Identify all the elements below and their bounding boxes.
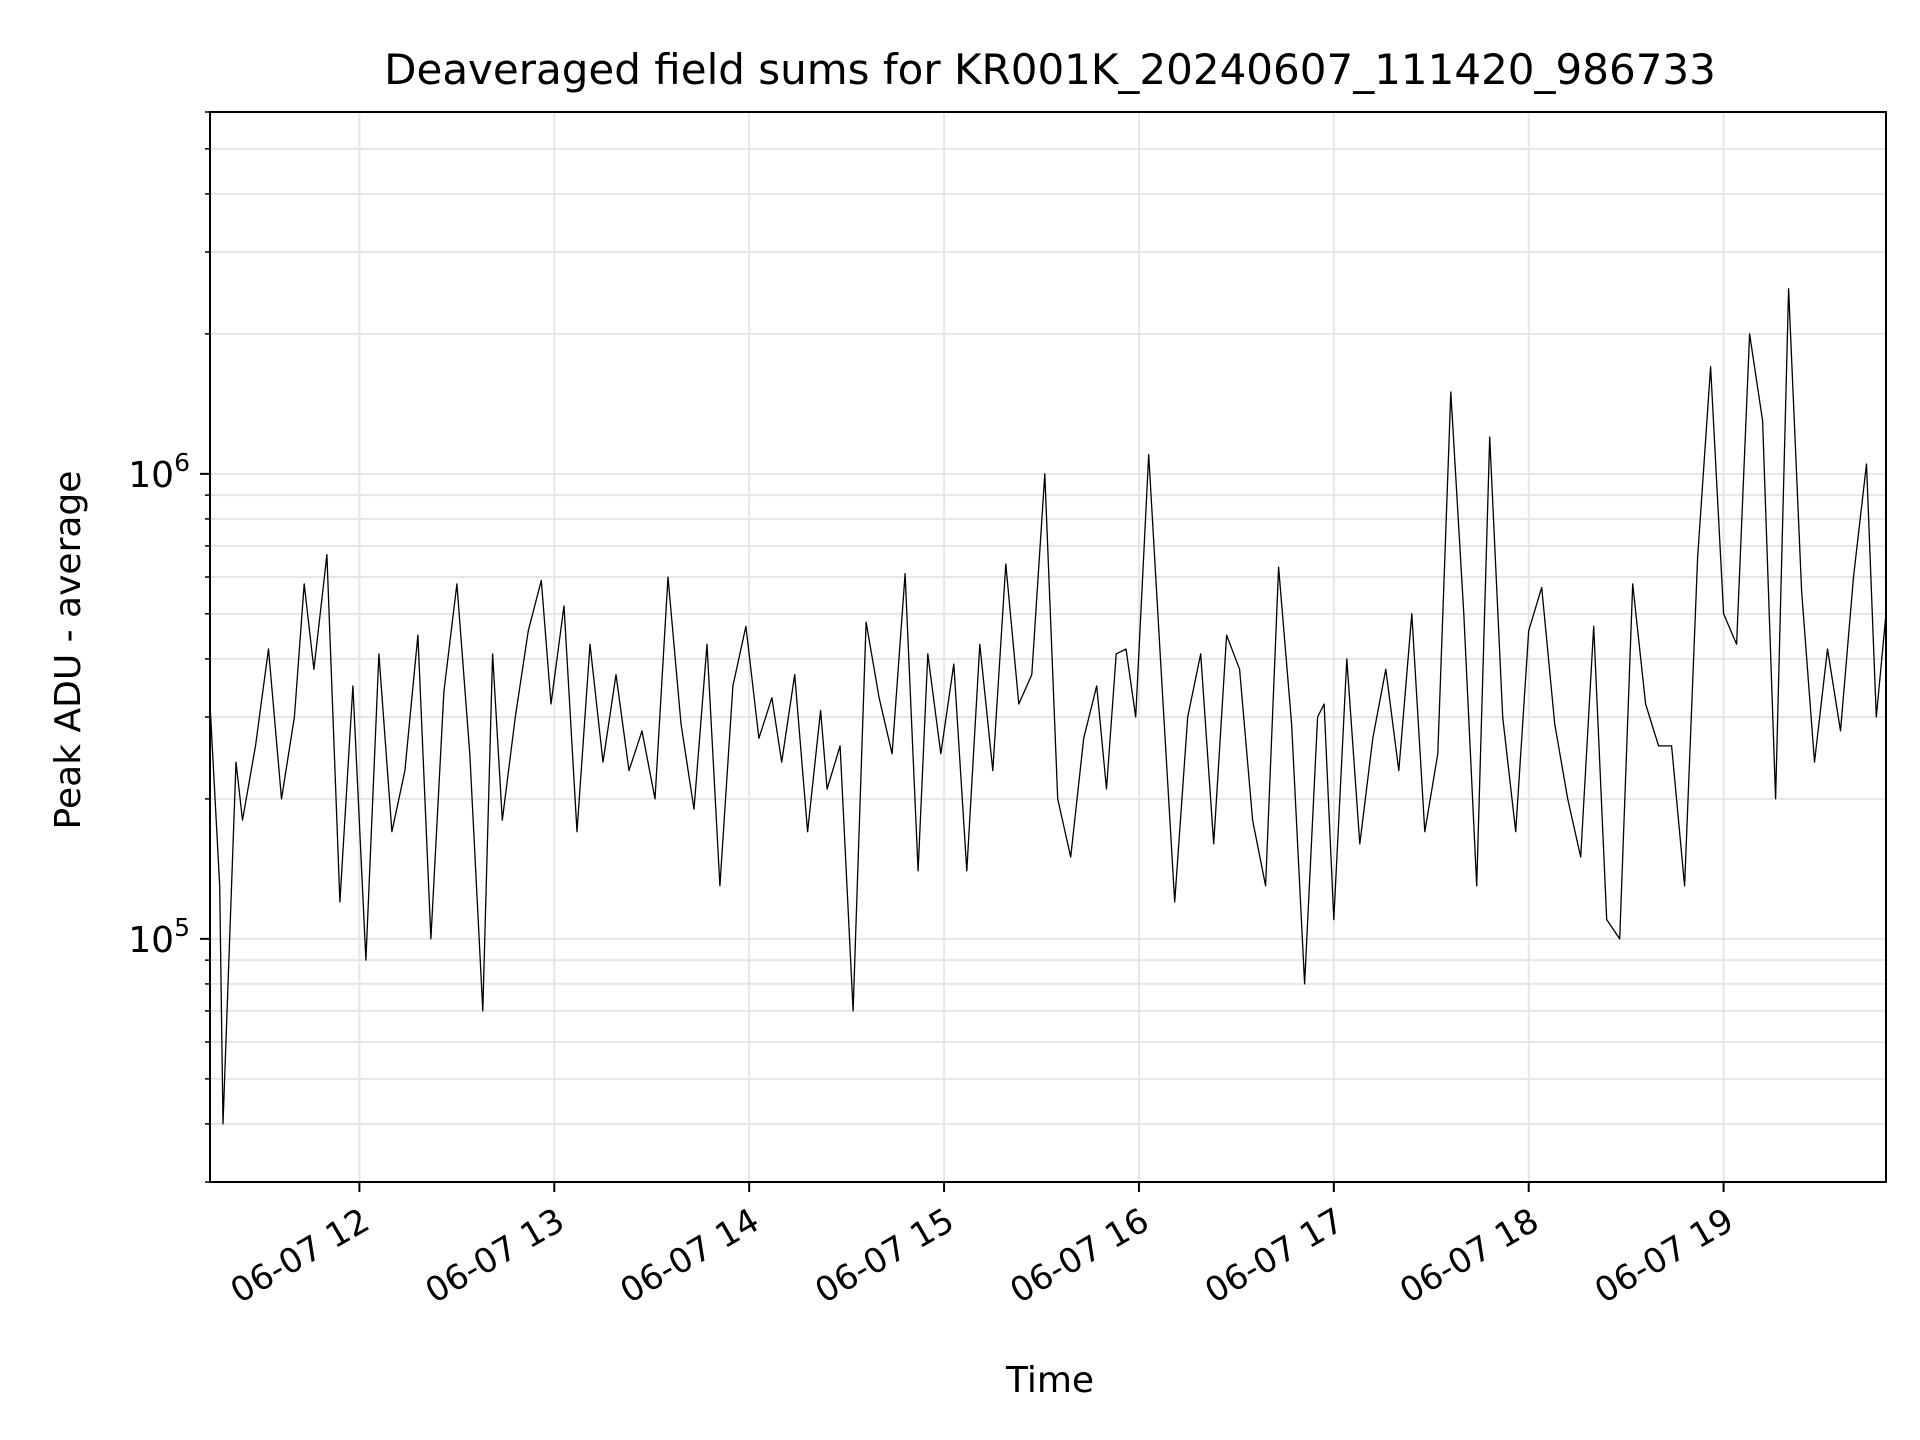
y-tick-label: 106 [128, 448, 190, 496]
x-axis-label: Time [1005, 1360, 1094, 1401]
axes-frame [209, 111, 1887, 1183]
plot-area [209, 288, 1887, 1125]
y-tick-label: 105 [128, 913, 190, 961]
y-tick-base: 10 [128, 920, 174, 961]
y-tick-base: 10 [128, 455, 174, 496]
y-axis-label: Peak ADU - average [48, 471, 89, 830]
y-tick-exponent: 6 [174, 448, 190, 477]
y-tick-exponent: 5 [174, 913, 190, 942]
chart-title: Deaveraged field sums for KR001K_2024060… [384, 45, 1716, 94]
series-line [209, 288, 1887, 1125]
